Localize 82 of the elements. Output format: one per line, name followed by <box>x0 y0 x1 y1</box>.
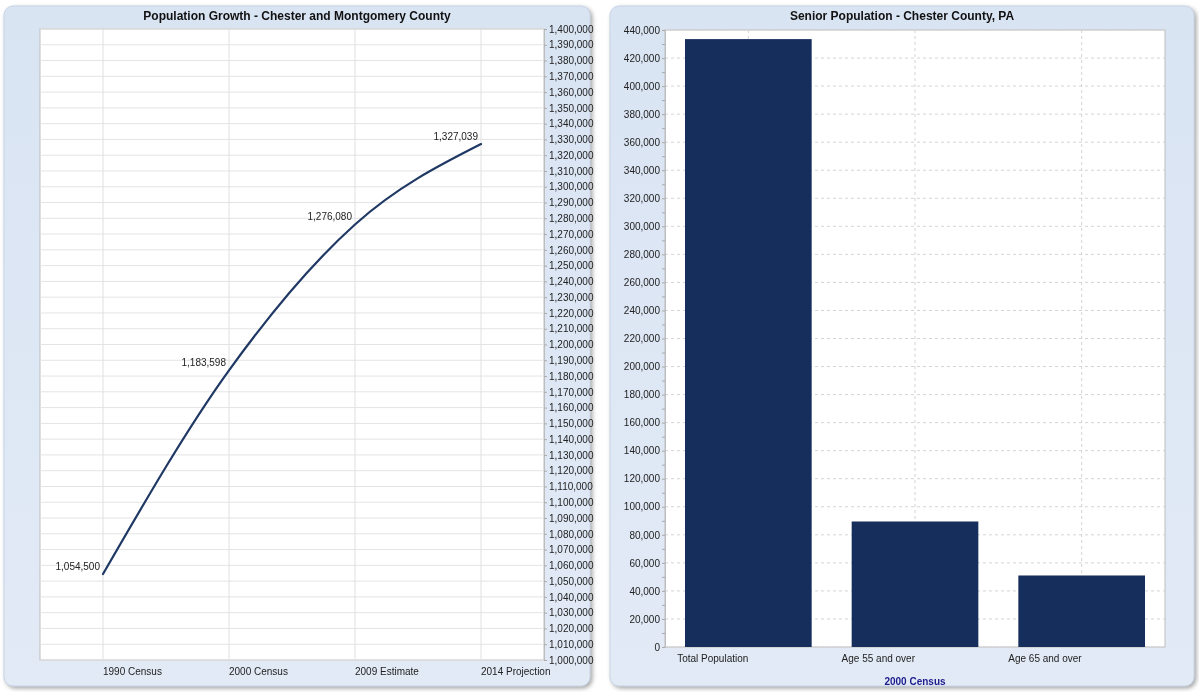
y-tick-label: 420,000 <box>623 52 661 64</box>
y-tick-label: 240,000 <box>623 305 661 317</box>
y-tick-label: 1,380,000 <box>549 55 594 67</box>
data-label: 1,276,080 <box>307 211 353 223</box>
x-tick-label: Age 65 and over <box>1008 653 1083 665</box>
y-tick-label: 0 <box>654 641 661 653</box>
y-tick-label: 340,000 <box>623 164 661 176</box>
y-tick-label: 440,000 <box>623 24 661 36</box>
y-tick-label: 1,210,000 <box>549 323 594 335</box>
y-tick-label: 1,200,000 <box>549 339 594 351</box>
x-tick-label: Total Population <box>677 653 749 665</box>
x-tick-label: 2000 Census <box>229 666 288 678</box>
y-tick-label: 1,140,000 <box>549 433 594 445</box>
y-tick-label: 1,310,000 <box>549 165 594 177</box>
y-tick-label: 1,250,000 <box>549 260 594 272</box>
y-tick-label: 1,280,000 <box>549 213 594 224</box>
y-tick-label: 1,090,000 <box>549 512 594 524</box>
y-tick-label: 1,050,000 <box>549 575 594 587</box>
x-tick-label: 1990 Census <box>103 666 162 678</box>
y-tick-label: 1,370,000 <box>549 71 594 83</box>
y-tick-label: 1,270,000 <box>549 228 594 240</box>
y-tick-label: 1,080,000 <box>549 528 594 540</box>
y-tick-label: 1,000,000 <box>549 654 594 666</box>
y-tick-label: 60,000 <box>629 557 661 569</box>
chart-title: Senior Population - Chester County, PA <box>789 9 1015 23</box>
bar <box>685 39 812 647</box>
y-tick-label: 1,340,000 <box>549 118 594 130</box>
y-tick-label: 1,260,000 <box>549 244 594 256</box>
y-tick-label: 380,000 <box>623 108 661 120</box>
y-tick-label: 1,160,000 <box>549 402 594 414</box>
x-tick-label: Age 55 and over <box>841 653 916 665</box>
y-tick-label: 1,110,000 <box>549 481 594 493</box>
line-series <box>101 143 483 576</box>
y-tick-label: 100,000 <box>623 501 661 513</box>
data-label: 1,054,500 <box>55 561 101 573</box>
y-tick-label: 1,060,000 <box>549 560 594 572</box>
y-tick-label: 400,000 <box>623 80 661 92</box>
y-tick-label: 1,010,000 <box>549 638 594 650</box>
y-tick-label: 1,180,000 <box>549 370 594 382</box>
y-tick-label: 1,330,000 <box>549 134 594 146</box>
y-tick-label: 1,360,000 <box>549 86 594 98</box>
bar <box>851 521 979 647</box>
y-tick-label: 280,000 <box>623 249 661 261</box>
y-tick-label: 1,350,000 <box>549 102 594 114</box>
data-label: 1,183,598 <box>181 357 227 369</box>
x-axis-title: 2000 Census <box>884 676 947 687</box>
y-tick-label: 1,220,000 <box>549 307 594 319</box>
x-tick-label: 2009 Estimate <box>355 666 420 678</box>
y-tick-label: 180,000 <box>623 389 661 401</box>
y-tick-label: 120,000 <box>623 473 661 485</box>
y-tick-label: 1,120,000 <box>549 465 594 477</box>
chart-title: Population Growth - Chester and Montgomery County <box>143 9 451 23</box>
data-label: 1,327,039 <box>433 131 479 143</box>
y-tick-label: 320,000 <box>623 192 661 204</box>
y-tick-label: 1,020,000 <box>549 623 594 635</box>
y-tick-label: 1,240,000 <box>549 276 594 288</box>
y-tick-label: 80,000 <box>629 529 661 541</box>
y-tick-label: 1,290,000 <box>549 197 594 209</box>
y-tick-label: 1,390,000 <box>549 39 594 51</box>
y-tick-label: 260,000 <box>623 277 661 289</box>
y-tick-label: 40,000 <box>629 585 661 597</box>
y-tick-label: 1,030,000 <box>549 607 594 619</box>
y-tick-label: 1,130,000 <box>549 449 594 461</box>
y-tick-label: 1,070,000 <box>549 544 594 556</box>
y-tick-label: 1,300,000 <box>549 181 594 193</box>
x-tick-label: 2014 Projection <box>481 666 551 678</box>
y-tick-label: 1,320,000 <box>549 149 594 161</box>
bar <box>1018 575 1145 647</box>
y-tick-label: 1,150,000 <box>549 418 594 430</box>
y-tick-label: 1,230,000 <box>549 291 594 303</box>
y-tick-label: 200,000 <box>623 361 661 373</box>
y-tick-label: 140,000 <box>623 445 661 457</box>
y-tick-label: 360,000 <box>623 136 661 148</box>
y-tick-label: 220,000 <box>623 333 661 345</box>
y-tick-label: 160,000 <box>623 417 661 429</box>
y-tick-label: 1,170,000 <box>549 386 594 398</box>
y-tick-label: 1,400,000 <box>549 23 594 35</box>
y-tick-label: 1,190,000 <box>549 354 594 366</box>
y-tick-label: 1,040,000 <box>549 591 594 603</box>
y-tick-label: 300,000 <box>623 221 661 233</box>
y-tick-label: 20,000 <box>629 613 661 625</box>
y-tick-label: 1,100,000 <box>549 496 594 508</box>
